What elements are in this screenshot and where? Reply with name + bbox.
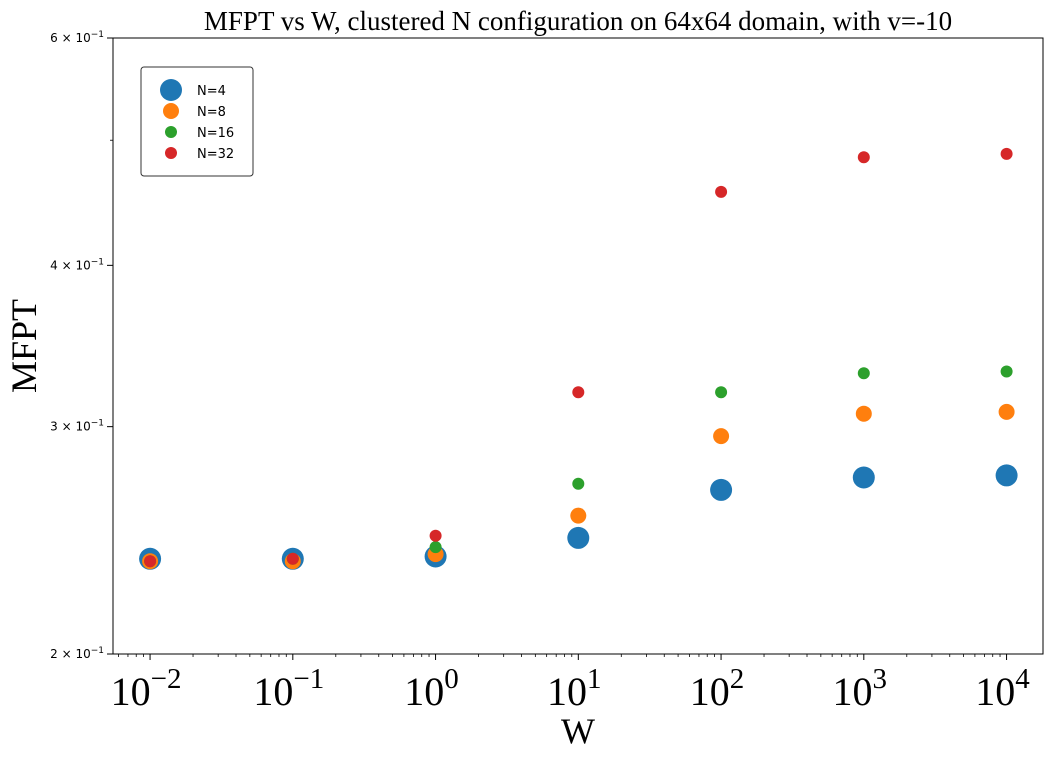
data-point [713, 428, 730, 445]
x-tick-exponent: 2 [730, 663, 745, 695]
y-tick-base: 6 × 10 [50, 31, 91, 45]
y-tick-exponent: −1 [91, 257, 104, 267]
data-point [857, 367, 870, 380]
x-tick-base: 10 [404, 669, 444, 714]
x-tick-label: 10−2 [111, 663, 182, 714]
data-point [144, 555, 157, 568]
data-point [857, 151, 870, 164]
data-point [286, 552, 299, 565]
legend-marker [163, 103, 179, 119]
legend-label: N=32 [197, 147, 234, 162]
x-tick-label: 100 [404, 663, 459, 714]
plot-area [112, 37, 1044, 655]
x-tick-exponent: 1 [587, 663, 602, 695]
y-tick-label: 3 × 10−1 [50, 419, 104, 434]
data-point [995, 464, 1018, 487]
x-axis: 10−2 10−1 100 101 102 103 104 [111, 654, 1030, 714]
data-point [567, 526, 590, 549]
data-point [998, 403, 1015, 420]
y-tick-label: 4 × 10−1 [50, 257, 104, 272]
data-point [429, 541, 442, 554]
y-tick-base: 2 × 10 [50, 647, 91, 661]
data-point [570, 507, 587, 524]
legend-marker [165, 147, 177, 159]
y-tick-exponent: −1 [91, 419, 104, 429]
legend-label: N=4 [197, 84, 226, 99]
x-tick-exponent: −1 [293, 663, 324, 695]
y-tick-label: 2 × 10−1 [50, 646, 104, 661]
x-tick-exponent: 4 [1015, 663, 1030, 695]
data-point [572, 386, 585, 399]
x-tick-base: 10 [111, 669, 151, 714]
x-tick-label: 10−1 [253, 663, 324, 714]
data-point [1000, 365, 1013, 378]
data-point [710, 478, 733, 501]
x-tick-base: 10 [547, 669, 587, 714]
x-tick-base: 10 [975, 669, 1015, 714]
y-tick-label: 6 × 10−1 [50, 30, 104, 45]
x-tick-label: 104 [975, 663, 1030, 714]
y-tick-exponent: −1 [91, 646, 104, 656]
x-tick-label: 101 [547, 663, 602, 714]
x-tick-label: 103 [833, 663, 888, 714]
legend-marker [165, 126, 177, 138]
x-tick-base: 10 [253, 669, 293, 714]
chart-title: MFPT vs W, clustered N configuration on … [204, 6, 952, 36]
y-tick-base: 3 × 10 [50, 420, 91, 434]
x-tick-label: 102 [690, 663, 745, 714]
legend: N=4 N=8 N=16 N=32 [140, 66, 254, 177]
x-tick-exponent: 3 [873, 663, 888, 695]
y-tick-exponent: −1 [91, 30, 104, 40]
legend-marker [160, 79, 182, 101]
x-tick-base: 10 [690, 669, 730, 714]
data-point [1000, 147, 1013, 160]
data-point [855, 405, 872, 422]
data-point [715, 185, 728, 198]
data-point [572, 477, 585, 490]
y-axis-label: MFPT [4, 299, 44, 393]
legend-label: N=16 [197, 126, 234, 141]
x-axis-label: W [561, 711, 595, 751]
y-axis: 2 × 10−13 × 10−14 × 10−16 × 10−1 [50, 30, 113, 661]
data-point [715, 386, 728, 399]
x-tick-exponent: −2 [151, 663, 182, 695]
x-tick-exponent: 0 [444, 663, 459, 695]
y-tick-base: 4 × 10 [50, 258, 91, 272]
data-point [852, 466, 875, 489]
legend-label: N=8 [197, 105, 226, 120]
series-N=32 [144, 147, 1013, 568]
x-tick-base: 10 [833, 669, 873, 714]
data-point [429, 529, 442, 542]
